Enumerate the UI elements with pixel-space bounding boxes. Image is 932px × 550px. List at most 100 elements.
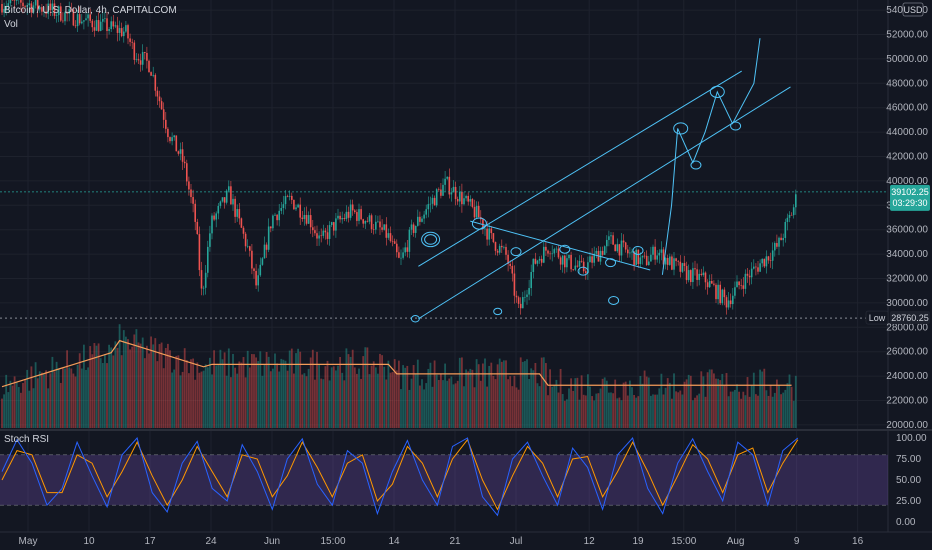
volume-bar <box>517 389 520 428</box>
oscillator-axis-labels[interactable]: 100.00 75.00 50.00 25.00 0.00 <box>896 433 927 528</box>
candle-body <box>788 214 791 218</box>
candle-body <box>486 228 488 240</box>
volume-bar <box>416 359 419 428</box>
candle-body <box>534 258 537 264</box>
volume-bar <box>738 391 740 428</box>
volume-bar <box>200 371 203 428</box>
candle-body <box>156 90 159 97</box>
annotation-circle[interactable] <box>608 295 620 305</box>
candle-body <box>679 261 682 272</box>
volume-bar <box>446 380 449 428</box>
channel-lower-line[interactable] <box>418 86 791 320</box>
volume-bar <box>242 357 245 428</box>
low-label-badge <box>865 310 889 325</box>
candle-body <box>288 195 291 197</box>
candle-body <box>102 18 104 22</box>
low-price-badge <box>890 311 930 325</box>
annotation-circle[interactable] <box>577 266 589 276</box>
currency-badge[interactable] <box>902 2 924 17</box>
volume-bar <box>584 395 587 428</box>
projected-path-curve[interactable] <box>661 38 761 275</box>
candle-body <box>305 214 308 224</box>
candle-body <box>608 236 610 240</box>
annotation-circle[interactable] <box>510 247 522 257</box>
annotation-circle[interactable] <box>410 315 420 323</box>
annotation-circle[interactable] <box>632 245 644 255</box>
volume-bar <box>53 371 56 428</box>
candle-body <box>179 149 182 154</box>
candle-body <box>555 248 558 250</box>
candle-body <box>358 209 360 221</box>
volume-bar <box>717 378 719 428</box>
candle-body <box>137 59 140 61</box>
volume-bar <box>561 394 564 428</box>
volume-bar <box>5 374 8 428</box>
annotation-circle[interactable] <box>424 234 438 245</box>
volume-bar <box>534 362 537 428</box>
annotation-circle[interactable] <box>421 231 441 248</box>
candle-countdown: 03:29:30 <box>892 198 927 208</box>
volume-bar <box>486 386 488 428</box>
annotation-circle[interactable] <box>605 258 617 268</box>
volume-bar <box>72 373 75 428</box>
price-tick-label: 28000.00 <box>886 322 928 333</box>
candle-body <box>282 204 285 209</box>
stoch-rsi-label: Stoch RSI <box>4 434 49 445</box>
candle-body <box>738 281 740 286</box>
volume-bar <box>456 380 459 428</box>
candle-body <box>675 258 677 262</box>
time-axis-labels[interactable]: May 10 17 24 Jun 15:00 14 21 Jul 12 19 15:00 Aug 9 16 <box>19 536 864 547</box>
volume-bar <box>742 391 745 428</box>
volume-bar <box>400 389 402 428</box>
candle-body <box>666 257 669 265</box>
volume-bar <box>162 368 165 428</box>
volume-bar <box>595 393 598 428</box>
volume-bar <box>444 363 446 428</box>
annotation-circle[interactable] <box>673 122 689 135</box>
volume-bar <box>395 370 398 428</box>
volume-bar <box>345 348 348 428</box>
volume-bar <box>429 362 432 428</box>
candle-body <box>421 218 423 222</box>
volume-bar <box>488 365 491 428</box>
annotation-circle[interactable] <box>559 244 571 254</box>
trendline-drawings[interactable] <box>410 38 791 323</box>
candle-body <box>335 218 337 231</box>
candle-body <box>700 273 703 275</box>
candle-body <box>320 235 322 237</box>
volume-bar <box>59 382 62 428</box>
volume-bar <box>414 373 417 428</box>
candle-body <box>461 191 463 205</box>
price-tick-label: 48000.00 <box>886 78 928 89</box>
volume-bar <box>192 358 194 428</box>
candle-body <box>286 196 289 197</box>
volume-bar <box>217 363 220 428</box>
candle-body <box>734 287 736 296</box>
annotation-circle[interactable] <box>493 307 503 316</box>
volume-bar <box>293 373 295 428</box>
candle-body <box>385 224 388 238</box>
volume-bar <box>248 367 251 428</box>
candle-body <box>215 213 217 220</box>
annotation-circle[interactable] <box>730 121 742 131</box>
candle-body <box>297 204 299 208</box>
annotation-circle[interactable] <box>471 217 487 230</box>
candle-body <box>165 119 167 129</box>
candle-body <box>631 251 633 253</box>
volume-bar <box>204 364 207 428</box>
annotation-circle[interactable] <box>709 85 725 98</box>
volume-bar <box>723 385 726 428</box>
candle-body <box>402 252 404 258</box>
candle-body <box>740 285 742 286</box>
volume-bar <box>280 358 283 428</box>
candle-body <box>450 192 453 195</box>
descending-trendline[interactable] <box>470 220 651 271</box>
price-tick-label: 30000.00 <box>886 298 928 309</box>
channel-upper-line[interactable] <box>418 70 742 267</box>
candle-body <box>774 243 776 251</box>
volume-bar <box>763 368 766 428</box>
annotation-circle[interactable] <box>690 160 702 170</box>
volume-bar <box>85 369 87 428</box>
volume-bar <box>731 391 734 428</box>
